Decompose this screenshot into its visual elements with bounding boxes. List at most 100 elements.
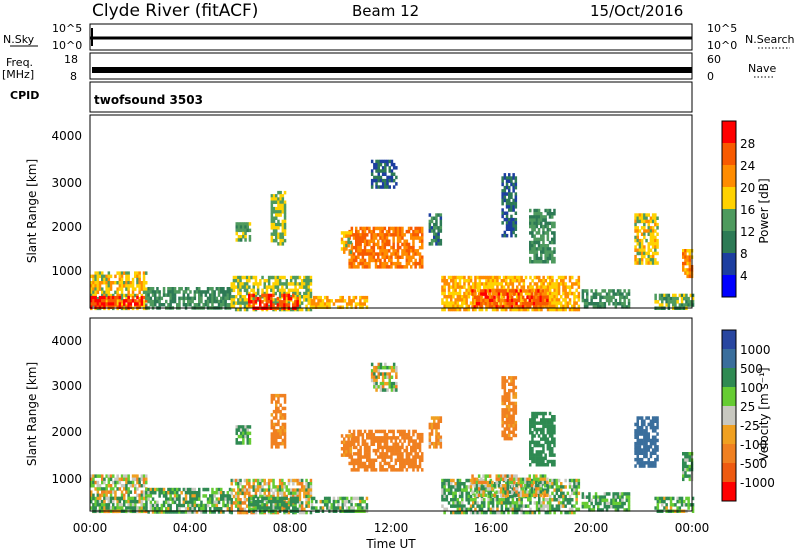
heatmap-cell bbox=[532, 298, 536, 303]
heatmap-cell bbox=[138, 290, 141, 295]
heatmap-cell bbox=[483, 510, 486, 515]
heatmap-cell bbox=[103, 503, 106, 507]
heatmap-cell bbox=[507, 282, 510, 286]
heatmap-cell bbox=[412, 229, 415, 234]
heatmap-cell bbox=[349, 450, 353, 454]
heatmap-cell bbox=[638, 213, 642, 217]
heatmap-cell bbox=[555, 301, 559, 305]
heatmap-cell bbox=[350, 455, 354, 459]
heatmap-cell bbox=[634, 235, 637, 240]
heatmap-cell bbox=[452, 504, 455, 508]
heatmap-cell bbox=[403, 458, 406, 462]
heatmap-cell bbox=[101, 487, 104, 491]
heatmap-cell bbox=[294, 275, 297, 280]
heatmap-cell bbox=[548, 208, 552, 213]
heatmap-cell bbox=[372, 432, 376, 437]
heatmap-cell bbox=[220, 497, 223, 501]
heatmap-cell bbox=[390, 458, 393, 462]
heatmap-cell bbox=[551, 301, 554, 305]
heatmap-cell bbox=[542, 244, 545, 248]
heatmap-cell bbox=[248, 228, 252, 233]
heatmap-cell bbox=[493, 298, 496, 303]
heatmap-cell bbox=[383, 429, 387, 434]
heatmap-cell bbox=[162, 287, 166, 291]
heatmap-cell bbox=[134, 274, 137, 279]
heatmap-cell bbox=[359, 305, 362, 309]
heatmap-cell bbox=[283, 507, 286, 512]
heatmap-cell bbox=[551, 504, 554, 508]
heatmap-cell bbox=[101, 477, 104, 482]
heatmap-cell bbox=[663, 293, 666, 298]
heatmap-cell bbox=[433, 425, 436, 430]
heatmap-cell bbox=[254, 506, 258, 510]
heatmap-cell bbox=[377, 178, 380, 183]
heatmap-cell bbox=[372, 229, 376, 234]
heatmap-cell bbox=[526, 484, 529, 488]
heatmap-cell bbox=[120, 490, 124, 494]
heatmap-cell bbox=[472, 301, 475, 305]
heatmap-cell bbox=[634, 245, 637, 249]
heatmap-cell bbox=[394, 261, 398, 266]
heatmap-cell bbox=[309, 288, 313, 293]
heatmap-cell bbox=[435, 235, 438, 240]
heatmap-cell bbox=[537, 487, 540, 491]
heatmap-cell bbox=[162, 303, 166, 307]
heatmap-cell bbox=[226, 500, 230, 505]
heatmap-cell bbox=[510, 417, 513, 422]
heatmap-cell bbox=[553, 291, 556, 296]
heatmap-cell bbox=[206, 296, 210, 301]
heatmap-cell bbox=[418, 255, 422, 259]
heatmap-cell bbox=[357, 249, 360, 253]
heatmap-cell bbox=[246, 225, 249, 229]
heatmap-cell bbox=[418, 439, 422, 443]
heatmap-cell bbox=[147, 494, 150, 498]
heatmap-cell bbox=[537, 477, 540, 482]
heatmap-cell bbox=[191, 500, 194, 505]
heatmap-cell bbox=[385, 445, 389, 450]
heatmap-cell bbox=[184, 494, 188, 498]
heatmap-cell bbox=[416, 464, 420, 469]
heatmap-cell bbox=[189, 503, 192, 508]
heatmap-cell bbox=[138, 499, 141, 504]
heatmap-cell bbox=[244, 238, 247, 242]
heatmap-cell bbox=[575, 494, 578, 499]
heatmap-cell bbox=[494, 304, 497, 309]
heatmap-cell bbox=[140, 293, 144, 298]
heatmap-cell bbox=[96, 499, 100, 504]
heatmap-cell bbox=[118, 477, 122, 482]
heatmap-cell bbox=[243, 494, 247, 499]
heatmap-cell bbox=[94, 274, 97, 279]
heatmap-cell bbox=[287, 498, 291, 502]
heatmap-cell bbox=[377, 455, 380, 459]
heatmap-cell bbox=[465, 307, 468, 312]
heatmap-cell bbox=[294, 285, 297, 289]
heatmap-cell bbox=[287, 296, 291, 301]
heatmap-cell bbox=[307, 491, 310, 496]
heatmap-cell bbox=[535, 215, 539, 219]
heatmap-cell bbox=[270, 498, 273, 502]
heatmap-cell bbox=[142, 493, 146, 498]
heatmap-cell bbox=[167, 507, 170, 511]
heatmap-cell bbox=[361, 233, 365, 237]
heatmap-cell bbox=[553, 231, 556, 235]
heatmap-cell bbox=[546, 298, 549, 303]
heatmap-cell bbox=[573, 301, 576, 305]
heatmap-cell bbox=[497, 289, 501, 293]
heatmap-cell bbox=[272, 229, 276, 233]
heatmap-cell bbox=[138, 496, 141, 501]
heatmap-cell bbox=[439, 441, 443, 446]
heatmap-cell bbox=[544, 488, 548, 492]
heatmap-cell bbox=[215, 507, 219, 511]
heatmap-cell bbox=[498, 501, 501, 505]
heatmap-cell bbox=[553, 260, 556, 264]
heatmap-cell bbox=[428, 445, 432, 449]
heatmap-cell bbox=[535, 256, 539, 261]
heatmap-cell bbox=[101, 277, 104, 282]
heatmap-cell bbox=[215, 500, 219, 505]
heatmap-cell bbox=[298, 491, 302, 496]
heatmap-cell bbox=[612, 292, 615, 296]
heatmap-cell bbox=[407, 226, 411, 231]
heatmap-cell bbox=[281, 494, 284, 499]
heatmap-cell bbox=[248, 296, 251, 301]
heatmap-cell bbox=[396, 455, 400, 459]
